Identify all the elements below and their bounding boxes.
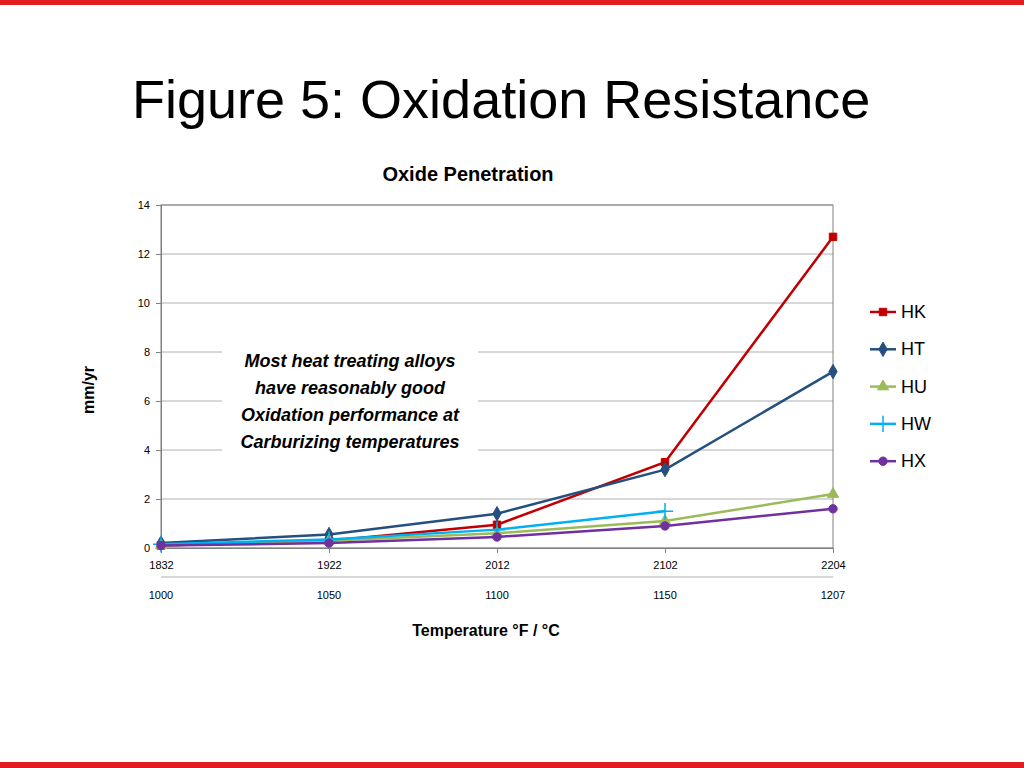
marker (157, 541, 165, 549)
y-tick-label: 0 (144, 542, 150, 554)
y-tick-mark (156, 499, 161, 500)
series-line (161, 372, 833, 543)
y-tick-mark (156, 450, 161, 451)
y-tick-mark (156, 401, 161, 402)
x-tick: 2204 (821, 548, 845, 571)
y-tick-mark (156, 254, 161, 255)
series-ht (157, 364, 837, 550)
legend-marker (879, 308, 886, 315)
grid-line (161, 499, 833, 500)
x-tick-mark (833, 548, 834, 553)
x-axis: 1832 1922 2012 2102 2204 (149, 548, 845, 571)
x-axis-line (162, 549, 834, 554)
y-tick-label: 14 (138, 199, 150, 211)
x-axis-title: Temperature °F / °C (412, 622, 560, 639)
plot-frame (161, 205, 833, 548)
y-axis-line (156, 206, 162, 549)
annotation: Most heat treating alloyshave reasonably… (222, 345, 478, 455)
marker (661, 522, 669, 530)
legend-item: HK (870, 302, 926, 322)
x-tick: 1922 (317, 548, 341, 571)
legend-marker (879, 342, 887, 356)
marker (661, 462, 669, 476)
marker (157, 542, 164, 549)
legend-marker (875, 416, 891, 432)
series-line (161, 237, 833, 546)
marker (829, 505, 837, 513)
y-tick: 10 (138, 297, 161, 309)
legend-label: HX (901, 451, 926, 471)
legend-label: HU (901, 377, 927, 397)
series-hx (157, 505, 837, 550)
x-tick-label-celsius: 1207 (821, 589, 845, 601)
marker (493, 533, 501, 541)
x-tick-label: 2012 (485, 559, 509, 571)
slide-title: Figure 5: Oxidation Resistance (132, 69, 870, 129)
legend-marker (877, 380, 888, 390)
y-tick: 6 (144, 395, 161, 407)
y-axis: 0 2 4 6 8 10 12 14 (138, 199, 162, 554)
y-tick-label: 2 (144, 493, 150, 505)
slide: Figure 5: Oxidation Resistance Oxide Pene… (0, 0, 1024, 768)
y-tick: 8 (144, 346, 161, 358)
x-label-separator (161, 577, 833, 578)
y-tick-mark (156, 303, 161, 304)
marker (829, 364, 837, 378)
x-tick-label-celsius: 1100 (485, 589, 509, 601)
legend-label: HK (901, 302, 926, 322)
y-tick-mark (156, 352, 161, 353)
annotation-background (222, 345, 478, 455)
x-tick-label: 2204 (821, 559, 845, 571)
plot-area (153, 233, 839, 552)
legend-item: HT (870, 339, 925, 359)
y-tick-label: 8 (144, 346, 150, 358)
grid-line (161, 303, 833, 304)
marker (321, 531, 337, 547)
legend-label: HT (901, 339, 925, 359)
annotation-text: Most heat treating alloyshave reasonably… (240, 351, 460, 452)
series-hk (157, 233, 836, 549)
x-tick: 2012 (485, 548, 509, 571)
grid (161, 205, 833, 548)
y-tick-label: 6 (144, 395, 150, 407)
y-tick-label: 4 (144, 444, 150, 456)
legend-item: HW (870, 414, 931, 434)
marker (829, 233, 836, 240)
x-tick-label: 2102 (653, 559, 677, 571)
legend-marker (879, 457, 887, 465)
x-tick-label-celsius: 1000 (149, 589, 173, 601)
x-tick: 2102 (653, 548, 677, 571)
y-tick: 4 (144, 444, 161, 456)
x-tick-label: 1832 (149, 559, 173, 571)
x-tick-label-celsius: 1150 (653, 589, 677, 601)
legend-item: HX (870, 451, 926, 471)
x-tick-mark (329, 548, 330, 553)
y-tick-label: 10 (138, 297, 150, 309)
y-tick-mark (156, 205, 161, 206)
top-bar (0, 0, 1024, 5)
x-tick-mark (665, 548, 666, 553)
bottom-bar (0, 762, 1024, 768)
y-axis-title: mm/yr (80, 366, 97, 414)
marker (657, 503, 673, 519)
x-tick-mark (497, 548, 498, 553)
chart-title: Oxide Penetration (382, 163, 553, 185)
y-tick-label: 12 (138, 248, 150, 260)
series-line (161, 509, 833, 546)
x-tick-label-celsius: 1050 (317, 589, 341, 601)
y-tick: 2 (144, 493, 161, 505)
marker (493, 506, 501, 520)
marker (827, 488, 838, 498)
legend: HK HT HU HW HX (870, 302, 931, 471)
legend-label: HW (901, 414, 931, 434)
series-line (161, 494, 833, 545)
y-tick: 14 (138, 199, 161, 211)
legend-item: HU (870, 377, 927, 397)
y-tick: 12 (138, 248, 161, 260)
x-tick-label: 1922 (317, 559, 341, 571)
grid-line (161, 254, 833, 255)
series-hu (155, 488, 838, 549)
marker (325, 539, 333, 547)
x-labels-celsius: 1000 1050 1100 1150 1207 (149, 589, 845, 601)
